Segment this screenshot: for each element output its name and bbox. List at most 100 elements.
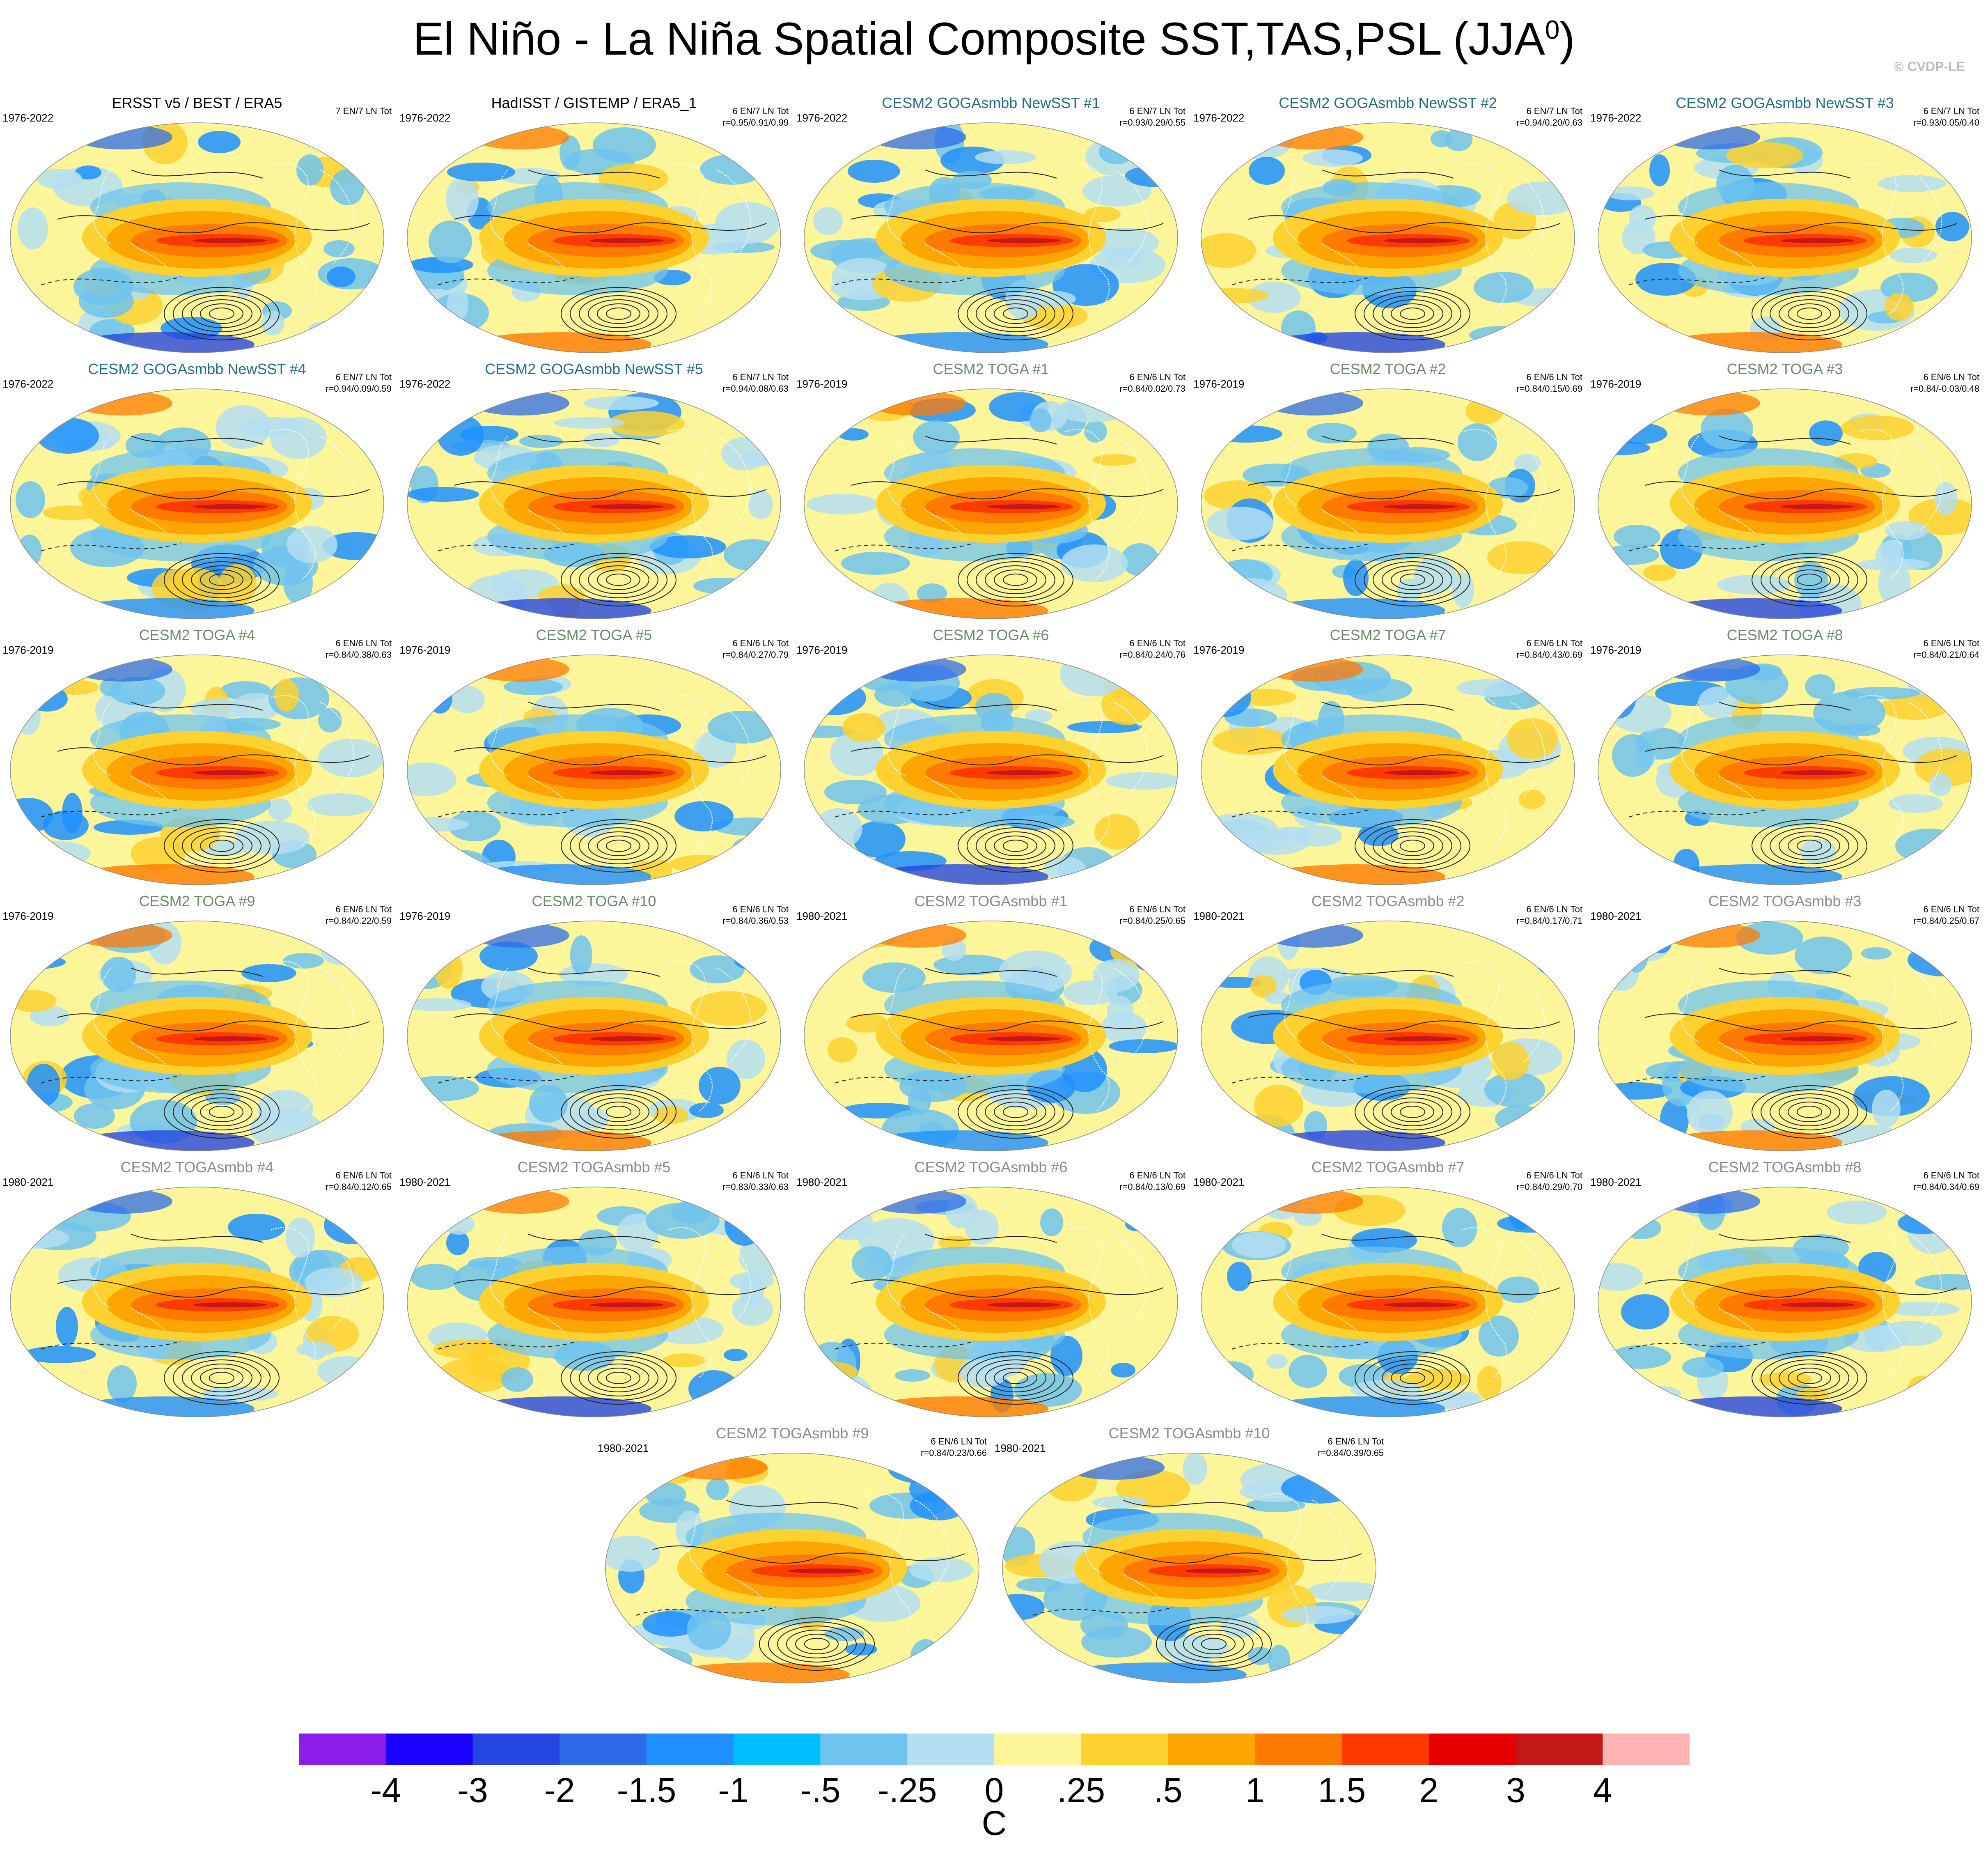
panel-title: CESM2 GOGAsmbb NewSST #1 <box>882 94 1100 111</box>
anomaly-blob <box>15 699 41 735</box>
psl-contour-ring <box>1788 303 1831 324</box>
panel-years: 1976-2019 <box>1590 644 1642 656</box>
anomaly-blob <box>1232 1232 1286 1258</box>
anomaly-blob <box>605 1468 671 1484</box>
coastline <box>1461 1227 1507 1378</box>
psl-contour-ring <box>191 299 252 328</box>
anomaly-blob <box>1841 416 1914 440</box>
psl-contour-ring <box>1355 1351 1470 1405</box>
anomaly-blob <box>1201 324 1245 344</box>
anomaly-blob <box>446 1231 469 1255</box>
coastline <box>667 429 713 580</box>
anomaly-blob <box>421 1127 452 1141</box>
psl-contours <box>636 1500 965 1671</box>
anomaly-blob <box>479 941 538 971</box>
psl-contour-line <box>528 968 660 977</box>
coastline <box>1064 961 1110 1112</box>
psl-contour-ring <box>1355 287 1470 340</box>
psl-contour-ring <box>173 291 271 336</box>
anomaly-blob <box>1106 249 1142 268</box>
psl-contours <box>1231 702 1561 873</box>
psl-contour-dashed <box>835 808 975 817</box>
colorbar-segment <box>299 1734 386 1765</box>
psl-contour-ring <box>1400 840 1425 852</box>
anomaly-blob <box>807 494 878 514</box>
psl-contour-line <box>57 1279 370 1298</box>
anomaly-blob <box>1843 687 1920 699</box>
map-panel: CESM2 TOGAsmbb #8 1980-2021 6 EN/6 LN Tot r… <box>1588 1159 1982 1421</box>
anomaly-blob <box>814 808 862 849</box>
coastline <box>1908 435 1942 531</box>
northern-anomaly <box>1265 657 1363 682</box>
composite-map <box>605 1453 979 1683</box>
coastline <box>1085 1500 1103 1575</box>
map-border <box>605 1453 979 1683</box>
psl-contour-line <box>528 170 660 179</box>
colorbar-segment <box>647 1734 734 1765</box>
psl-contour-ring <box>1779 1364 1840 1392</box>
coastline <box>93 1234 111 1309</box>
anomaly-blob <box>1222 1614 1259 1638</box>
map-border <box>1201 921 1575 1151</box>
psl-contour-ring <box>606 840 631 852</box>
map-panel: CESM2 TOGA #1 1976-2019 6 EN/6 LN Tot r=0.8… <box>794 360 1188 623</box>
coastline <box>1511 435 1545 531</box>
map-border <box>407 654 781 885</box>
psl-contour-ring <box>200 569 243 590</box>
anomaly-blob <box>1599 1082 1673 1100</box>
anomaly-blob <box>1458 423 1497 461</box>
panel-event-count: 6 EN/6 LN Tot <box>1923 1170 1979 1180</box>
psl-contour-ring <box>182 295 261 332</box>
map-panel: CESM2 TOGAsmbb #4 1980-2021 6 EN/6 LN Tot r… <box>0 1159 394 1421</box>
psl-contour-line <box>528 702 660 711</box>
anomaly-blob <box>317 1356 377 1387</box>
coastline <box>1461 429 1507 580</box>
psl-contour-line <box>1123 1500 1255 1509</box>
panel-title: CESM2 TOGAsmbb #1 <box>914 893 1068 909</box>
anomaly-blob <box>1092 1496 1147 1509</box>
anomaly-blob <box>1351 1380 1421 1399</box>
northern-anomaly <box>1265 1189 1363 1214</box>
psl-contour-ring <box>1003 1106 1028 1118</box>
psl-contour-ring <box>1788 1368 1831 1388</box>
psl-contours <box>41 702 370 873</box>
psl-contour-ring <box>570 1355 667 1401</box>
coastline <box>1908 169 1942 265</box>
colorbar-segment <box>1342 1734 1429 1765</box>
anomaly-blob <box>1307 423 1357 443</box>
anomaly-blob <box>62 793 83 833</box>
anomaly-blob <box>1621 1294 1669 1329</box>
psl-contour-ring <box>1752 287 1867 340</box>
anomaly-blob <box>1492 1042 1529 1080</box>
psl-contour-ring <box>1797 308 1822 320</box>
psl-contours <box>835 436 1164 606</box>
anomaly-blob <box>1889 794 1943 813</box>
panel-years: 1980-2021 <box>1590 910 1642 922</box>
panel-correlation: r=0.84/0.15/0.69 <box>1516 383 1582 394</box>
anomaly-blob <box>428 683 452 714</box>
anomaly-blob <box>410 1264 460 1290</box>
composite-map <box>804 921 1178 1151</box>
panel-title: CESM2 TOGA #10 <box>532 893 656 909</box>
panel-years: 1980-2021 <box>1590 1176 1642 1188</box>
psl-contour-ring <box>1003 840 1028 852</box>
anomaly-blob <box>1617 1386 1643 1402</box>
psl-contours <box>438 436 767 606</box>
coastline <box>1064 163 1110 314</box>
anomaly-blob <box>466 575 527 616</box>
coastline <box>887 968 905 1043</box>
anomaly-blob <box>1044 856 1086 880</box>
anomaly-blob <box>1687 1091 1733 1135</box>
psl-contours <box>438 1234 767 1405</box>
northern-anomaly <box>471 1189 569 1214</box>
map-border <box>10 122 384 353</box>
anomaly-blob <box>1050 1336 1082 1376</box>
anomaly-blob <box>1025 710 1052 723</box>
anomaly-blob <box>804 681 866 715</box>
map-panel: CESM2 GOGAsmbb NewSST #1 1976-2022 6 EN/7 … <box>794 94 1188 357</box>
warm-tongue-max <box>987 1302 1061 1307</box>
psl-contour-dashed <box>835 276 975 285</box>
psl-contour-ring <box>209 308 234 320</box>
anomaly-blob <box>1650 933 1672 953</box>
anomaly-blob <box>1805 674 1835 699</box>
